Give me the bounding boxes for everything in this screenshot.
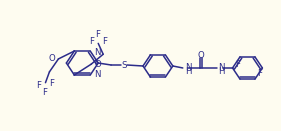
Text: F: F — [257, 69, 262, 78]
Text: F: F — [235, 60, 241, 69]
Text: H: H — [185, 67, 191, 76]
Text: O: O — [197, 51, 204, 60]
Text: N: N — [185, 63, 191, 72]
Text: O: O — [49, 54, 55, 63]
Text: S: S — [121, 61, 127, 70]
Text: N: N — [94, 48, 101, 56]
Text: F: F — [42, 88, 47, 97]
Text: F: F — [95, 30, 100, 39]
Text: O: O — [94, 60, 101, 69]
Text: F: F — [36, 81, 41, 90]
Text: H: H — [219, 67, 225, 76]
Text: N: N — [219, 63, 225, 72]
Text: F: F — [49, 79, 54, 88]
Text: F: F — [89, 37, 94, 46]
Text: N: N — [94, 70, 101, 78]
Text: F: F — [102, 37, 107, 46]
